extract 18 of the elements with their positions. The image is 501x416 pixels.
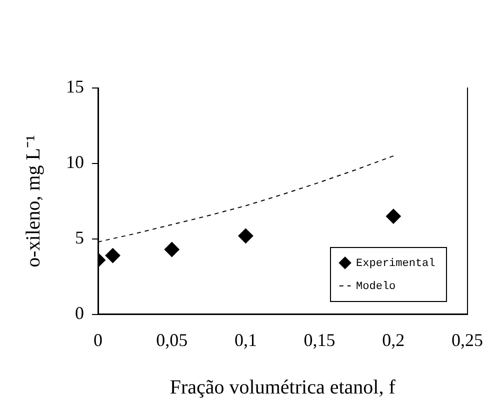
point xyxy=(105,248,120,264)
legend-label: Modelo xyxy=(356,280,396,293)
x-tick-label: 0,25 xyxy=(452,330,483,350)
y-tick-label: 10 xyxy=(66,152,84,172)
y-axis-title: o-xileno, mg L⁻¹ xyxy=(22,134,44,268)
x-tick-label: 0,1 xyxy=(234,330,257,350)
x-tick-label: 0,15 xyxy=(304,330,336,350)
y-tick-label: 15 xyxy=(66,76,84,97)
x-tick-label: 0,05 xyxy=(156,330,188,350)
point xyxy=(164,242,180,257)
y-tick-label: 0 xyxy=(75,303,84,324)
x-axis-title: Fração volumétrica etanol, f xyxy=(170,376,396,398)
legend-label: Experimental xyxy=(356,258,436,270)
point xyxy=(238,228,254,244)
x-tick-label: 0 xyxy=(94,330,102,350)
point xyxy=(386,208,401,224)
x-tick-label: 0,2 xyxy=(382,330,405,350)
y-tick-label: 5 xyxy=(75,228,84,248)
